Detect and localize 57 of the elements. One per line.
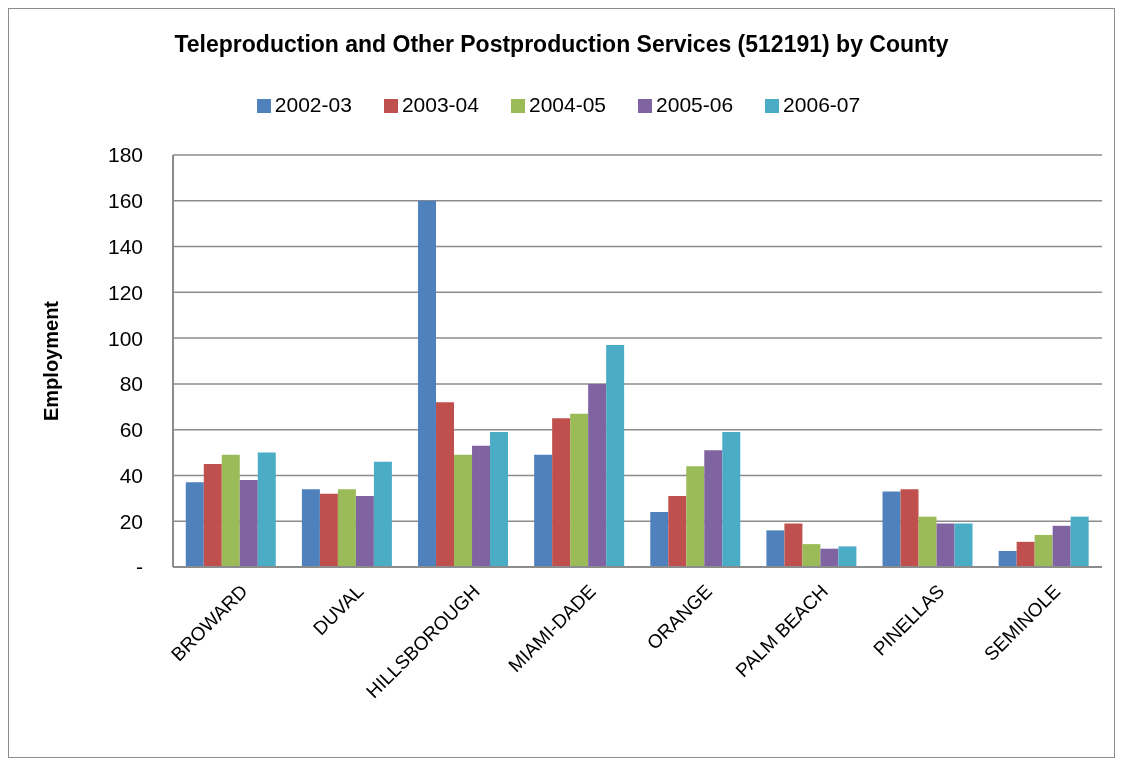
bar (185, 482, 204, 567)
bar (418, 200, 437, 567)
bar (900, 489, 919, 567)
chart-title: Teleproduction and Other Postproduction Services (512191) by County (173, 31, 950, 58)
bar (472, 445, 491, 567)
bar (820, 548, 839, 567)
y-axis-title: Employment (40, 300, 63, 422)
y-tick-label: - (136, 555, 143, 579)
bar (936, 523, 955, 567)
bar (838, 546, 857, 567)
y-tick-label: 140 (107, 235, 143, 259)
legend-label: 2005-06 (656, 93, 734, 116)
bar (882, 491, 901, 567)
y-tick-label: 180 (107, 143, 143, 167)
bar (454, 454, 473, 567)
bar (221, 454, 240, 567)
bar (722, 431, 741, 567)
bar (355, 496, 374, 567)
bar (766, 530, 785, 567)
bar (704, 450, 723, 567)
bar (668, 496, 687, 567)
bar (490, 431, 509, 567)
legend-label: 2002-03 (274, 93, 352, 116)
bar (1052, 525, 1071, 567)
bar (319, 493, 338, 567)
bar (686, 466, 705, 567)
y-tick-label: 160 (107, 189, 143, 213)
legend-label: 2003-04 (401, 93, 479, 116)
bar (534, 454, 553, 567)
bar (588, 383, 607, 567)
bar (257, 452, 276, 567)
y-tick-label: 100 (107, 326, 143, 350)
bar (954, 523, 973, 567)
legend-label: 2004-05 (528, 93, 607, 116)
bar (606, 344, 625, 567)
y-tick-label: 60 (119, 418, 143, 442)
bar (650, 512, 669, 567)
bar (784, 523, 803, 567)
bar (337, 489, 356, 567)
bar (918, 516, 937, 567)
y-tick-label: 80 (119, 372, 143, 396)
bar (301, 489, 320, 567)
bar (203, 464, 222, 567)
bar (239, 480, 258, 567)
y-tick-label: 40 (119, 463, 143, 487)
bar (1070, 516, 1089, 567)
bar (1016, 541, 1035, 567)
legend-label: 2006-07 (783, 93, 861, 116)
bar (552, 418, 571, 567)
y-tick-label: 20 (119, 509, 143, 533)
bar (373, 461, 392, 567)
bar (570, 413, 589, 567)
bar (802, 544, 821, 567)
bar (436, 402, 455, 567)
y-tick-label: 120 (107, 280, 143, 304)
bar (998, 550, 1017, 567)
bar (1034, 534, 1053, 567)
